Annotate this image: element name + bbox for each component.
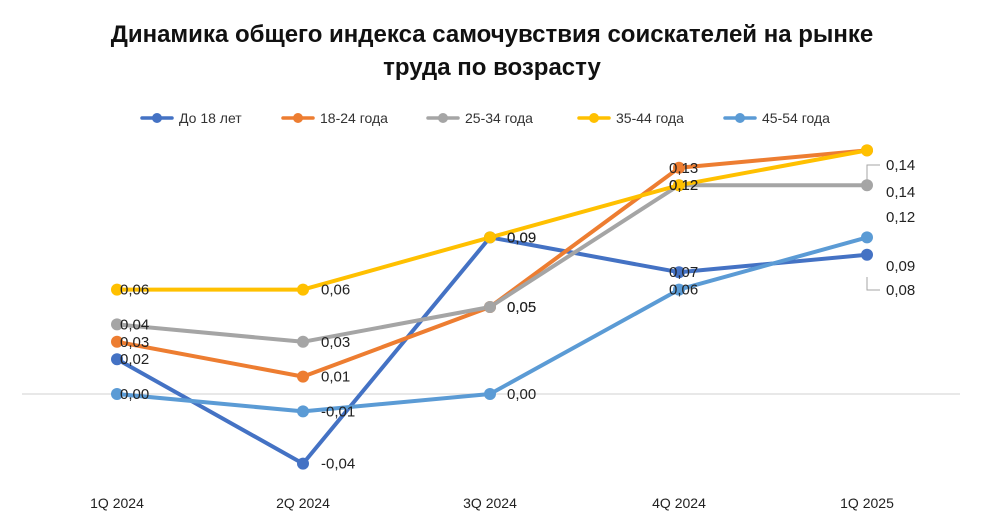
legend-item-5: 45-54 года	[723, 110, 830, 126]
data-label: 0,00	[507, 386, 536, 403]
legend-item-4: 35-44 года	[577, 110, 684, 126]
data-label: 0,13	[669, 160, 698, 177]
data-label: 0,09	[507, 229, 536, 246]
legend-marker	[293, 113, 303, 123]
data-label: 0,03	[321, 334, 350, 351]
data-label: 0,00	[120, 386, 149, 403]
x-tick-label: 2Q 2024	[276, 495, 330, 511]
data-label: 0,12	[669, 177, 698, 194]
legend-label: До 18 лет	[179, 110, 242, 126]
series-3-point	[297, 335, 309, 348]
data-label: 0,06	[120, 282, 149, 299]
data-label: 0,05	[507, 299, 536, 316]
series-1-point	[111, 353, 123, 366]
leader-line	[866, 164, 880, 184]
series-5-point	[861, 231, 873, 244]
legend-item-2: 18-24 года	[281, 110, 388, 126]
series-5-point	[111, 388, 123, 400]
series-4-point	[111, 283, 123, 296]
data-label: 0,05	[507, 299, 536, 316]
series-4-point	[484, 231, 496, 244]
series-3-point	[861, 179, 873, 192]
data-label: 0,06	[669, 282, 698, 299]
legend-marker	[152, 113, 162, 123]
data-label: 0,14	[886, 157, 915, 174]
legend-label: 45-54 года	[762, 110, 830, 126]
series-5-point	[297, 405, 309, 418]
series-1-point	[861, 248, 873, 261]
data-label: 0,04	[120, 316, 149, 333]
series-4-point	[861, 144, 873, 157]
legend-marker	[735, 113, 745, 123]
data-label: 0,14	[886, 184, 915, 201]
x-tick-label: 4Q 2024	[652, 495, 706, 511]
data-label: 0,01	[321, 369, 350, 386]
data-label: 0,09	[507, 229, 536, 246]
data-label: 0,03	[120, 334, 149, 351]
data-label: 0,08	[886, 282, 915, 299]
data-label: 0,02	[120, 351, 149, 368]
x-tick-label: 1Q 2025	[840, 495, 894, 511]
chart-title-line-1: Динамика общего индекса самочувствия сои…	[110, 21, 874, 48]
chart-title: Динамика общего индекса самочувствия сои…	[0, 18, 984, 84]
series-4-point	[673, 179, 685, 192]
series-2-point	[297, 370, 309, 383]
series-3-point	[111, 318, 123, 331]
data-label: 0,07	[669, 264, 698, 281]
series-3-point	[484, 301, 496, 313]
legend-item-1: До 18 лет	[140, 110, 242, 126]
data-label: 0,06	[321, 282, 350, 299]
legend-marker	[438, 113, 448, 123]
chart-title-line-2: труда по возрасту	[383, 54, 601, 81]
x-tick-label: 1Q 2024	[90, 495, 144, 511]
data-label: 0,09	[886, 258, 915, 275]
series-1-point	[673, 266, 685, 279]
data-label: -0,04	[321, 456, 355, 473]
series-2-point	[673, 161, 685, 174]
series-4-point	[297, 283, 309, 296]
data-label: -0,01	[321, 403, 355, 420]
legend-marker	[589, 113, 599, 123]
x-tick-label: 3Q 2024	[463, 495, 517, 511]
series-5-point	[673, 283, 685, 296]
series-5-point	[484, 388, 496, 400]
data-label: 0,12	[886, 209, 915, 226]
legend-label: 18-24 года	[320, 110, 388, 126]
series-line-1	[115, 235, 869, 466]
series-1-point	[297, 457, 309, 470]
legend-label: 35-44 года	[616, 110, 684, 126]
legend-label: 25-34 года	[465, 110, 533, 126]
data-label: 0,12	[669, 177, 698, 194]
leader-line	[866, 277, 880, 291]
legend-item-3: 25-34 года	[426, 110, 533, 126]
series-2-point	[111, 335, 123, 348]
